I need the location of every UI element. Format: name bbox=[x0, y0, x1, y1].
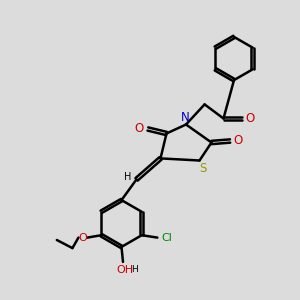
Text: H: H bbox=[131, 266, 138, 274]
Text: O: O bbox=[245, 112, 254, 125]
Text: S: S bbox=[200, 162, 207, 175]
Text: O: O bbox=[135, 122, 144, 135]
Text: Cl: Cl bbox=[161, 232, 172, 243]
Text: H: H bbox=[124, 172, 131, 182]
Text: O: O bbox=[234, 134, 243, 147]
Text: OH: OH bbox=[116, 265, 133, 275]
Text: O: O bbox=[79, 232, 88, 243]
Text: N: N bbox=[181, 111, 190, 124]
